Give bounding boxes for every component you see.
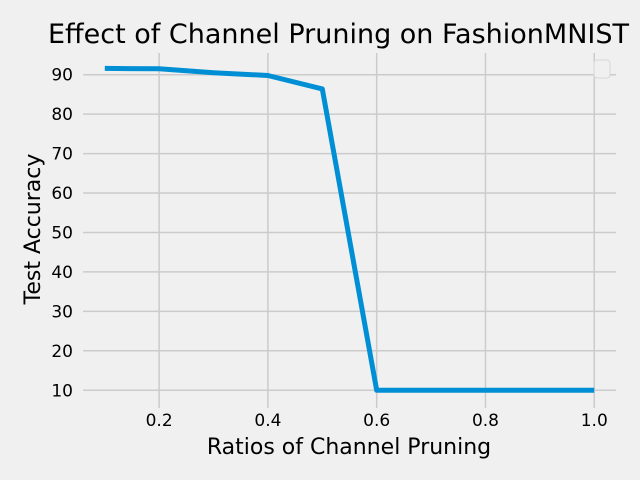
y-tick-label: 80 [51,105,73,125]
x-tick-label: 0.6 [363,411,390,431]
y-tick-label: 70 [51,145,73,165]
y-tick-label: 50 [51,223,73,243]
y-tick-label: 90 [51,66,73,86]
y-axis-label: Test Accuracy [21,154,46,306]
x-tick-label: 1.0 [581,411,608,431]
x-tick-label: 0.2 [146,411,173,431]
y-tick-label: 60 [51,184,73,204]
y-tick-label: 40 [51,263,73,283]
series-line [104,65,595,393]
x-axis-label: Ratios of Channel Pruning [207,435,491,460]
x-tick-label: 0.8 [472,411,499,431]
x-tick-label: 0.4 [254,411,281,431]
y-tick-label: 30 [51,302,73,322]
tick-labels: 0.2 0.4 0.6 0.8 1.0 10 20 30 40 50 60 70 80 90 [51,66,607,431]
y-tick-label: 20 [51,342,73,362]
y-tick-label: 10 [51,381,73,401]
legend-box [593,59,611,79]
grid [83,53,616,408]
chart-title: Effect of Channel Pruning on FashionMNIS… [48,19,630,50]
series-layer [104,65,595,393]
